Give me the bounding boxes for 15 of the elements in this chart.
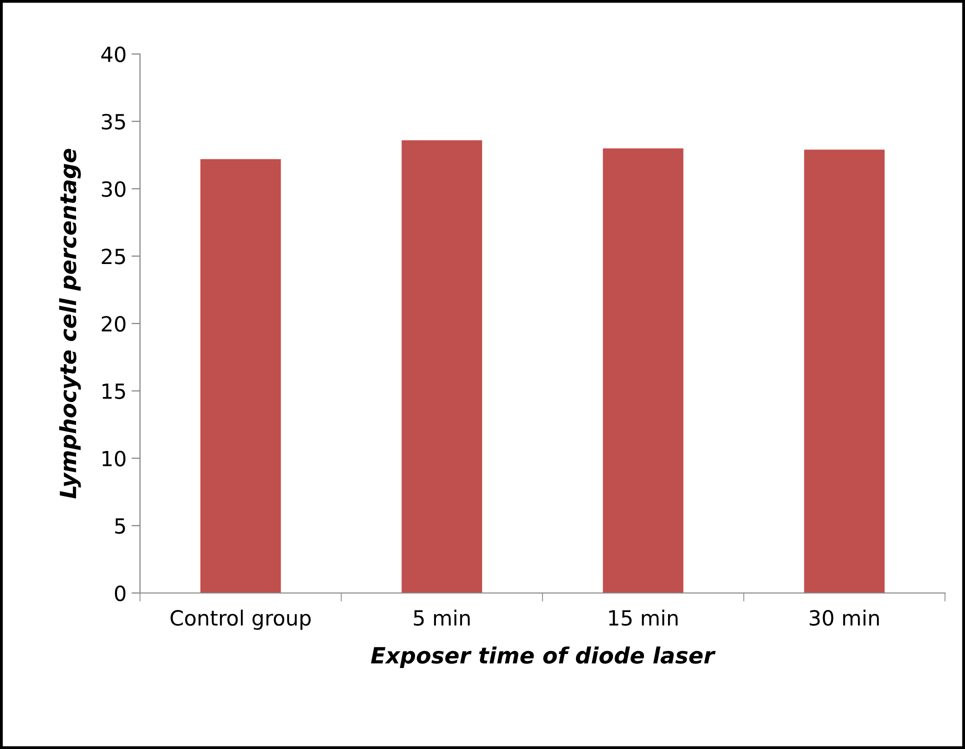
x-tick-label: 30 min xyxy=(810,610,879,626)
x-axis-title: Exposer time of diode laser xyxy=(371,646,716,668)
x-tick-label: 5 min xyxy=(414,610,470,626)
x-tick-label: 15 min xyxy=(609,610,678,626)
y-tick-label: 0 xyxy=(114,585,126,602)
y-tick-label: 5 xyxy=(115,518,125,534)
y-tick-label: 20 xyxy=(102,316,126,332)
y-tick-label: 10 xyxy=(102,450,126,466)
y-tick-label: 35 xyxy=(102,114,125,130)
y-tick-label: 40 xyxy=(101,46,126,62)
y-tick-label: 30 xyxy=(102,181,126,197)
y-tick-label: 15 xyxy=(102,384,125,400)
y-axis-title: Lymphocyte cell percentage xyxy=(59,148,81,499)
x-tick-label: Control group xyxy=(170,610,311,630)
y-tick-label: 25 xyxy=(102,248,125,264)
